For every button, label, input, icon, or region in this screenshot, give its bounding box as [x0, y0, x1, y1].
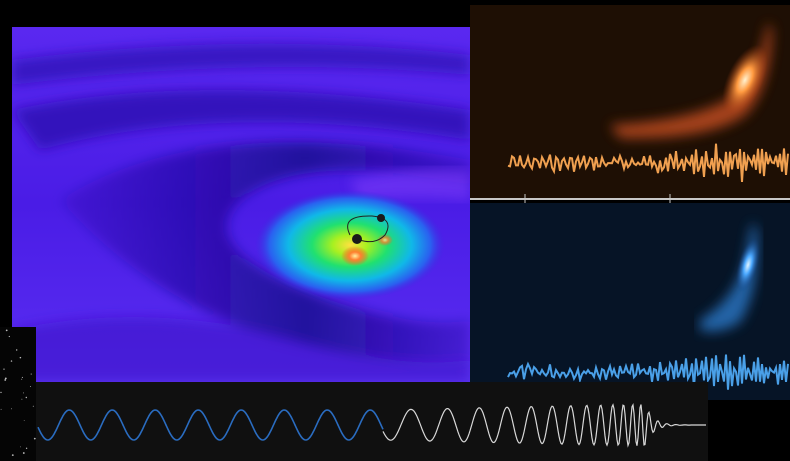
chirp-peak	[735, 237, 761, 293]
hot-spot	[377, 234, 393, 246]
star	[23, 420, 25, 421]
star	[0, 391, 2, 394]
star	[32, 405, 34, 407]
inner-arm-highlight	[350, 168, 470, 200]
spectrogram-blue	[470, 203, 790, 400]
inspiral-wave	[37, 409, 384, 441]
star	[22, 452, 25, 454]
star-panel	[0, 327, 36, 461]
orbit-trail	[347, 215, 389, 243]
star	[16, 349, 18, 351]
hot-spot	[341, 246, 369, 266]
spectrogram-orange	[470, 5, 790, 209]
star	[19, 446, 21, 448]
black-hole	[377, 214, 385, 222]
black-hole	[352, 234, 362, 244]
chirp-track	[700, 222, 758, 332]
star	[25, 447, 28, 449]
star	[10, 360, 13, 362]
chirp-strip	[36, 382, 708, 461]
star	[23, 392, 24, 394]
star	[0, 408, 2, 410]
merger-wave	[382, 402, 706, 448]
star	[21, 398, 23, 400]
star	[4, 377, 7, 380]
star	[3, 368, 5, 370]
star	[5, 329, 8, 332]
waveform	[507, 143, 789, 182]
spiral-arms	[12, 43, 470, 382]
star	[25, 396, 28, 399]
star	[11, 408, 12, 410]
star	[4, 379, 7, 381]
waveform	[507, 354, 789, 390]
star	[8, 335, 10, 338]
star	[29, 386, 31, 387]
simulation-panel	[12, 27, 470, 382]
star	[30, 373, 32, 375]
star	[11, 454, 14, 456]
star	[21, 376, 23, 378]
star	[33, 437, 36, 440]
core-glow	[255, 190, 445, 300]
star	[19, 356, 22, 359]
star	[21, 378, 23, 380]
chirp-peak	[722, 44, 768, 116]
